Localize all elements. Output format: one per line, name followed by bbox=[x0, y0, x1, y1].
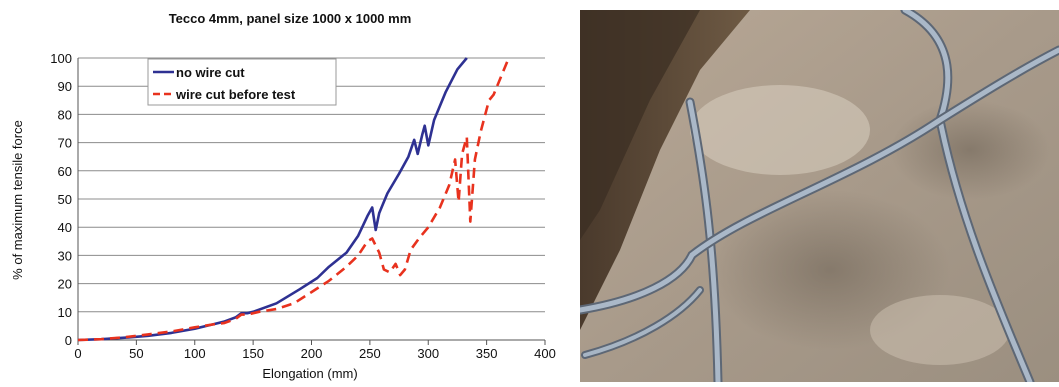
y-axis-label: % of maximum tensile force bbox=[10, 120, 25, 280]
chart-title: Tecco 4mm, panel size 1000 x 1000 mm bbox=[169, 11, 412, 26]
x-tick-label: 150 bbox=[242, 346, 264, 361]
y-tick-label: 50 bbox=[58, 192, 72, 207]
wire-mesh-photo bbox=[575, 5, 1059, 387]
x-tick-label: 400 bbox=[534, 346, 556, 361]
y-tick-label: 90 bbox=[58, 79, 72, 94]
legend-label-no-wire-cut: no wire cut bbox=[176, 65, 245, 80]
x-tick-label: 350 bbox=[476, 346, 498, 361]
rock-highlight bbox=[690, 85, 870, 175]
y-tick-label: 10 bbox=[58, 305, 72, 320]
rock-highlight bbox=[870, 295, 1010, 365]
dark-rock-edge-shadow bbox=[580, 10, 700, 240]
legend-box bbox=[147, 58, 337, 106]
x-tick-label: 250 bbox=[359, 346, 381, 361]
x-tick-label: 50 bbox=[129, 346, 143, 361]
y-tick-label: 0 bbox=[65, 333, 72, 348]
y-tick-label: 80 bbox=[58, 107, 72, 122]
x-tick-label: 0 bbox=[74, 346, 81, 361]
wire-mesh bbox=[575, 5, 1059, 387]
series-line-wire-cut-before-test bbox=[77, 60, 509, 342]
y-tick-label: 40 bbox=[58, 220, 72, 235]
y-tick-label: 30 bbox=[58, 248, 72, 263]
x-axis-label: Elongation (mm) bbox=[262, 366, 357, 381]
x-tick-label: 200 bbox=[301, 346, 323, 361]
y-tick-label: 20 bbox=[58, 277, 72, 292]
legend-label-wire-cut-before-test: wire cut before test bbox=[175, 87, 296, 102]
x-tick-label: 100 bbox=[184, 346, 206, 361]
legend: no wire cut wire cut before test bbox=[147, 58, 337, 106]
y-tick-label: 70 bbox=[58, 136, 72, 151]
y-tick-label: 60 bbox=[58, 164, 72, 179]
tensile-force-chart: Tecco 4mm, panel size 1000 x 1000 mm 0 10… bbox=[10, 11, 556, 381]
wire-mesh-photo-svg bbox=[575, 5, 1059, 387]
chart-panel: Tecco 4mm, panel size 1000 x 1000 mm 0 10… bbox=[10, 11, 556, 381]
y-tick-label: 100 bbox=[50, 51, 72, 66]
rock-stain bbox=[890, 100, 1050, 200]
axis-layer: 0 10 20 30 40 50 60 70 80 90 100 0 50 100 150 200 250 300… bbox=[50, 51, 556, 361]
series-layer bbox=[77, 57, 509, 342]
series-line-no-wire-cut bbox=[77, 57, 468, 342]
x-tick-label: 300 bbox=[417, 346, 439, 361]
